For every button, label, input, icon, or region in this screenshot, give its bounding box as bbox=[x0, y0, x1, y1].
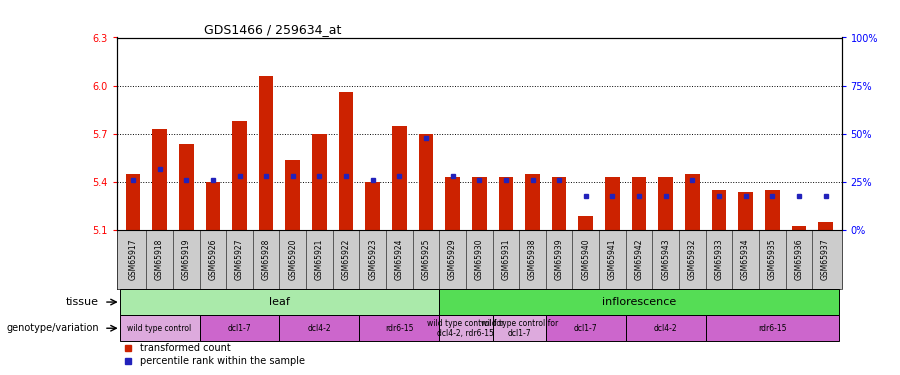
Text: rdr6-15: rdr6-15 bbox=[758, 324, 787, 333]
Text: wild type control for
dcl4-2, rdr6-15: wild type control for dcl4-2, rdr6-15 bbox=[428, 318, 505, 338]
Text: GSM65922: GSM65922 bbox=[342, 239, 351, 280]
Text: GSM65928: GSM65928 bbox=[262, 239, 271, 280]
Text: percentile rank within the sample: percentile rank within the sample bbox=[140, 356, 305, 366]
Text: GDS1466 / 259634_at: GDS1466 / 259634_at bbox=[204, 23, 341, 36]
Bar bbox=[285, 160, 300, 230]
Text: GSM65925: GSM65925 bbox=[421, 239, 430, 280]
Bar bbox=[205, 182, 220, 230]
Text: GSM65940: GSM65940 bbox=[581, 239, 590, 280]
Text: GSM65927: GSM65927 bbox=[235, 239, 244, 280]
Text: wild type control for
dcl1-7: wild type control for dcl1-7 bbox=[481, 318, 558, 338]
Text: GSM65935: GSM65935 bbox=[768, 239, 777, 280]
Text: GSM65931: GSM65931 bbox=[501, 239, 510, 280]
Text: GSM65936: GSM65936 bbox=[795, 239, 804, 280]
Bar bbox=[120, 289, 439, 315]
Text: GSM65943: GSM65943 bbox=[662, 239, 670, 280]
Text: dcl1-7: dcl1-7 bbox=[574, 324, 598, 333]
Bar bbox=[579, 216, 593, 230]
Bar bbox=[632, 177, 646, 230]
Bar bbox=[765, 190, 779, 230]
Bar bbox=[312, 134, 327, 230]
Text: GSM65932: GSM65932 bbox=[688, 239, 697, 280]
Text: GSM65921: GSM65921 bbox=[315, 239, 324, 280]
Text: GSM65941: GSM65941 bbox=[608, 239, 616, 280]
Bar bbox=[200, 315, 280, 341]
Text: GSM65930: GSM65930 bbox=[475, 239, 484, 280]
Bar bbox=[359, 315, 439, 341]
Text: GSM65934: GSM65934 bbox=[741, 239, 750, 280]
Text: wild type control: wild type control bbox=[128, 324, 192, 333]
Text: dcl4-2: dcl4-2 bbox=[308, 324, 331, 333]
Bar bbox=[552, 177, 566, 230]
Bar bbox=[738, 192, 753, 230]
Bar bbox=[545, 315, 626, 341]
Bar bbox=[126, 174, 140, 230]
Text: GSM65938: GSM65938 bbox=[528, 239, 537, 280]
Bar bbox=[526, 174, 540, 230]
Bar bbox=[706, 315, 839, 341]
Bar bbox=[446, 177, 460, 230]
Text: GSM65919: GSM65919 bbox=[182, 239, 191, 280]
Bar bbox=[818, 222, 832, 230]
Text: inflorescence: inflorescence bbox=[602, 297, 676, 307]
Text: GSM65920: GSM65920 bbox=[288, 239, 297, 280]
Bar bbox=[152, 129, 166, 230]
Bar bbox=[418, 134, 433, 230]
Text: GSM65939: GSM65939 bbox=[554, 239, 563, 280]
Bar bbox=[792, 226, 806, 230]
Text: GSM65937: GSM65937 bbox=[821, 239, 830, 280]
Text: leaf: leaf bbox=[269, 297, 290, 307]
Bar bbox=[499, 177, 513, 230]
Bar bbox=[392, 126, 407, 230]
Bar bbox=[685, 174, 699, 230]
Text: dcl1-7: dcl1-7 bbox=[228, 324, 251, 333]
Bar bbox=[338, 92, 354, 230]
Bar bbox=[492, 315, 545, 341]
Text: GSM65929: GSM65929 bbox=[448, 239, 457, 280]
Text: GSM65924: GSM65924 bbox=[395, 239, 404, 280]
Bar bbox=[259, 76, 274, 230]
Bar bbox=[439, 289, 839, 315]
Bar bbox=[232, 121, 247, 230]
Bar bbox=[472, 177, 487, 230]
Bar bbox=[120, 315, 200, 341]
Text: GSM65918: GSM65918 bbox=[155, 239, 164, 280]
Text: GSM65923: GSM65923 bbox=[368, 239, 377, 280]
Bar bbox=[179, 144, 194, 230]
Bar bbox=[280, 315, 359, 341]
Text: GSM65926: GSM65926 bbox=[209, 239, 218, 280]
Text: GSM65917: GSM65917 bbox=[129, 239, 138, 280]
Bar bbox=[605, 177, 620, 230]
Bar bbox=[659, 177, 673, 230]
Text: GSM65942: GSM65942 bbox=[634, 239, 644, 280]
Text: tissue: tissue bbox=[66, 297, 99, 307]
Bar bbox=[712, 190, 726, 230]
Bar bbox=[439, 315, 492, 341]
Bar bbox=[626, 315, 706, 341]
Text: dcl4-2: dcl4-2 bbox=[654, 324, 678, 333]
Text: GSM65933: GSM65933 bbox=[715, 239, 724, 280]
Text: genotype/variation: genotype/variation bbox=[6, 323, 99, 333]
Text: rdr6-15: rdr6-15 bbox=[385, 324, 414, 333]
Bar bbox=[365, 182, 380, 230]
Text: transformed count: transformed count bbox=[140, 343, 231, 353]
